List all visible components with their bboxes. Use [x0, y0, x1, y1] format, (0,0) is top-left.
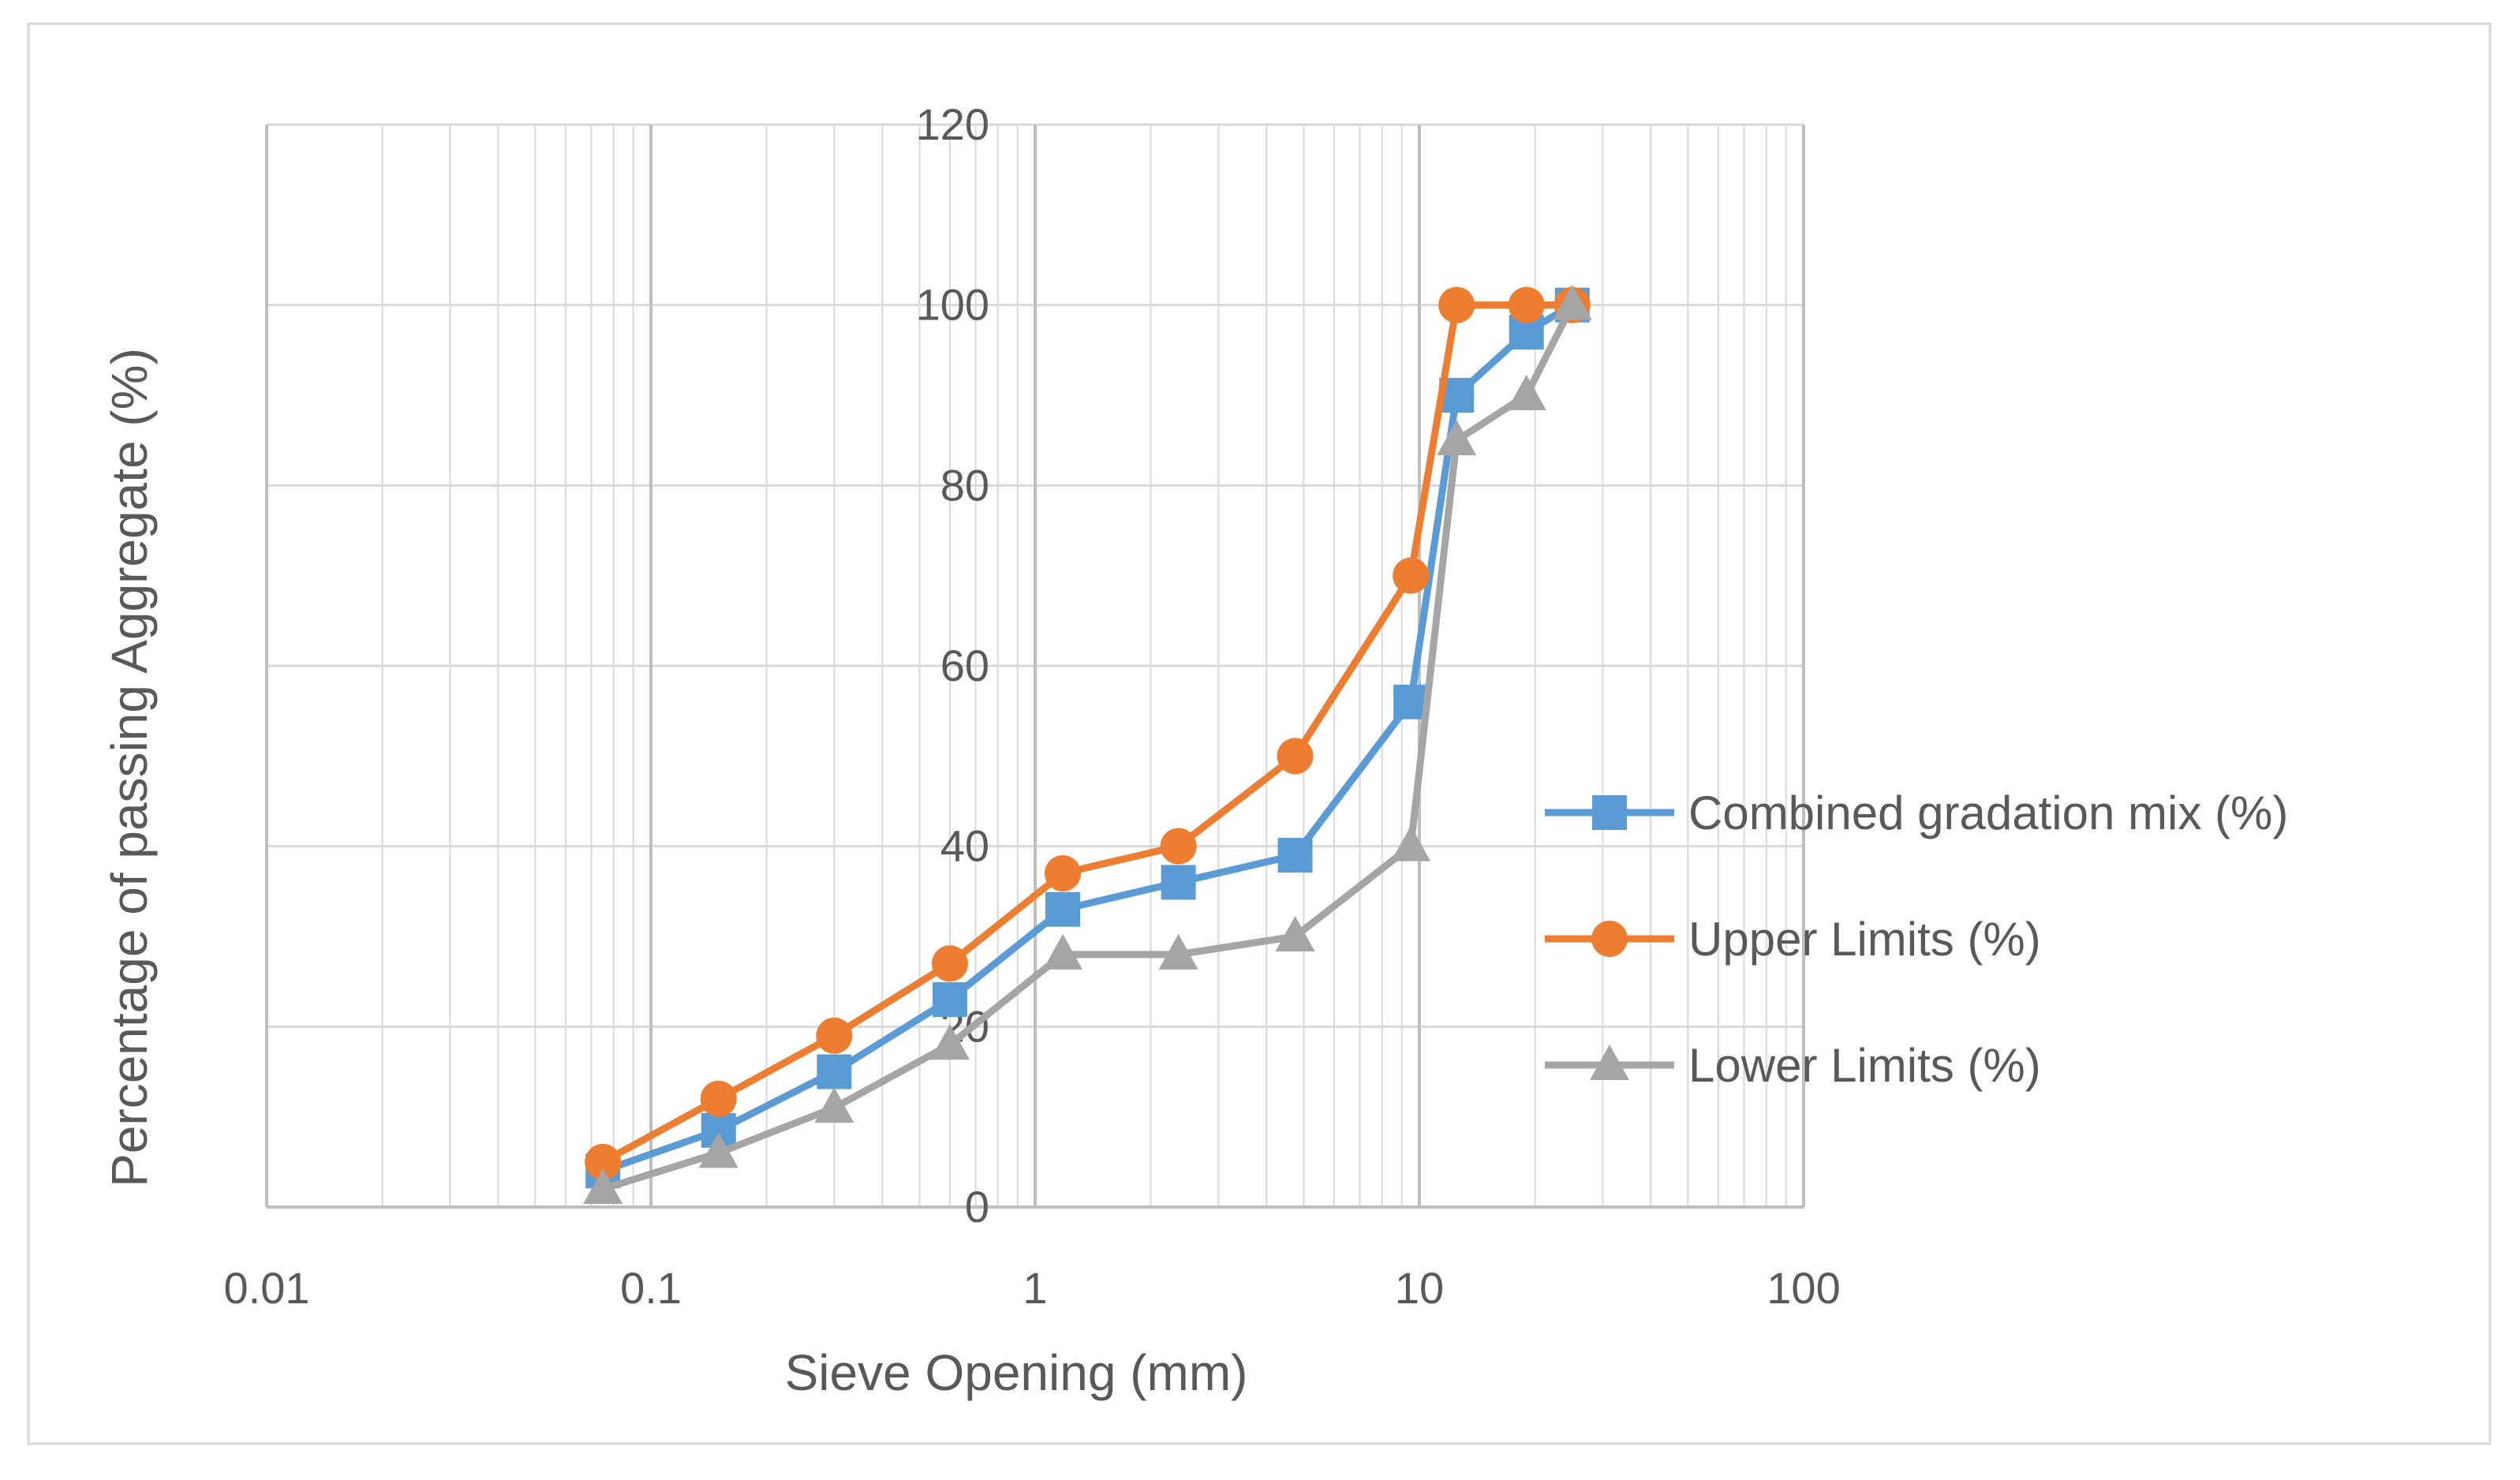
- legend-label-1: Combined gradation mix (%): [1688, 787, 2288, 839]
- data-point-series-3: [698, 1132, 738, 1168]
- legend-marker-2: [1591, 921, 1628, 957]
- data-point-series-3: [1506, 375, 1546, 410]
- data-point-series-3: [1552, 284, 1592, 320]
- x-tick-label: 0.1: [620, 1263, 682, 1313]
- data-point-series-1: [817, 1054, 852, 1089]
- y-tick-label: 0: [965, 1182, 989, 1231]
- data-point-series-1: [1277, 838, 1313, 873]
- data-point-series-2: [1277, 738, 1314, 775]
- series-lines: [583, 284, 1592, 1205]
- data-point-series-2: [1508, 286, 1545, 323]
- x-tick-label: 100: [1767, 1263, 1840, 1313]
- x-tick-label: 10: [1395, 1263, 1444, 1313]
- legend-label-3: Lower Limits (%): [1688, 1039, 2041, 1092]
- data-point-series-3: [1158, 933, 1198, 970]
- data-point-series-2: [1045, 854, 1082, 891]
- data-point-series-2: [585, 1143, 622, 1180]
- x-tick-label: 0.01: [224, 1263, 310, 1313]
- data-point-series-3: [1391, 825, 1431, 861]
- y-tick-label: 120: [916, 99, 989, 149]
- y-tick-label: 60: [940, 641, 989, 690]
- chart-border: [27, 22, 2492, 1445]
- y-tick-label: 40: [940, 821, 989, 871]
- legend-marker-1: [1592, 795, 1627, 830]
- data-point-series-2: [1393, 557, 1430, 594]
- data-point-series-3: [1043, 933, 1083, 970]
- data-point-series-3: [1437, 420, 1477, 456]
- data-point-series-1: [1161, 865, 1196, 900]
- legend: Combined gradation mix (%) Upper Limits (…: [1545, 787, 2288, 1092]
- data-point-series-2: [931, 945, 968, 982]
- data-point-series-1: [1045, 891, 1081, 927]
- y-tick-label: 80: [940, 460, 989, 510]
- data-point-series-3: [814, 1087, 854, 1123]
- data-point-series-3: [1275, 916, 1315, 951]
- x-tick-label: 1: [1023, 1263, 1047, 1313]
- data-point-series-2: [816, 1017, 853, 1054]
- data-point-series-2: [1160, 828, 1197, 865]
- data-point-series-1: [932, 982, 967, 1018]
- y-axis-title: Percentage of passing Aggregate (%): [101, 348, 158, 1187]
- y-tick-label: 100: [916, 280, 989, 330]
- data-point-series-3: [583, 1168, 623, 1205]
- data-point-series-2: [700, 1080, 737, 1117]
- data-point-series-2: [1438, 286, 1475, 323]
- x-axis-title: Sieve Opening (mm): [785, 1344, 1248, 1401]
- data-point-series-3: [929, 1024, 970, 1060]
- legend-marker-3: [1590, 1045, 1629, 1080]
- legend-label-2: Upper Limits (%): [1688, 913, 2041, 966]
